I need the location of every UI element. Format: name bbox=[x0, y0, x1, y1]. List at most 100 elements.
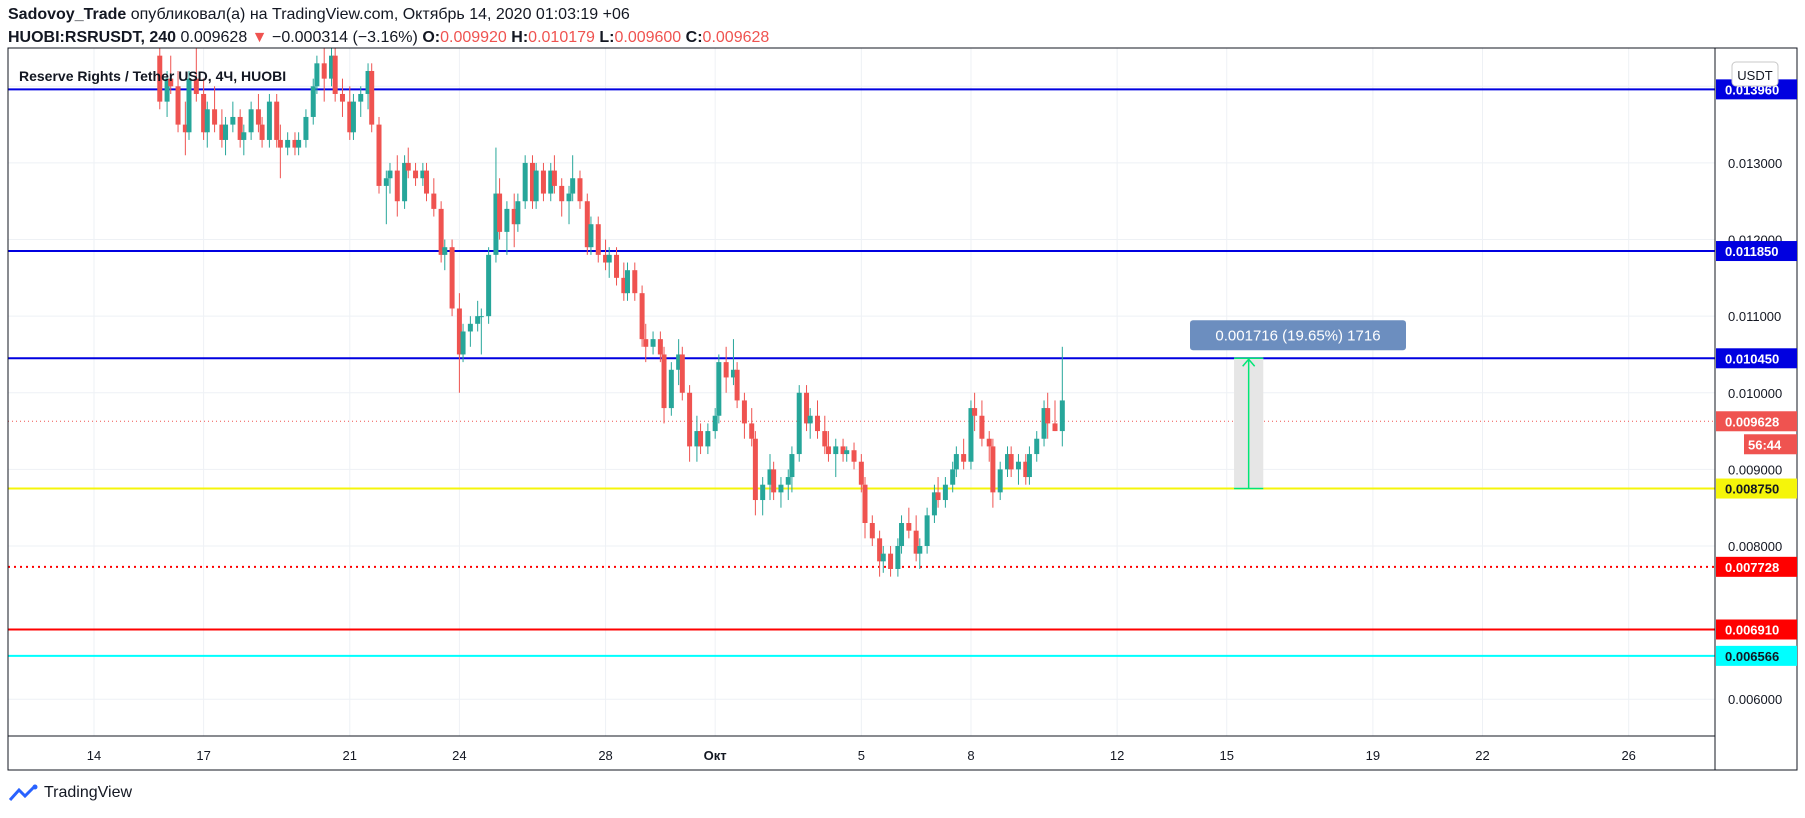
candle[interactable] bbox=[668, 362, 674, 416]
candle[interactable] bbox=[442, 239, 448, 271]
candle[interactable] bbox=[540, 162, 546, 202]
candle[interactable] bbox=[767, 454, 773, 501]
candle[interactable] bbox=[365, 63, 371, 110]
candle[interactable] bbox=[679, 346, 685, 401]
candle[interactable] bbox=[277, 124, 283, 179]
candle[interactable] bbox=[559, 178, 565, 217]
candle[interactable] bbox=[168, 55, 174, 94]
candle[interactable] bbox=[844, 446, 850, 462]
candle[interactable] bbox=[624, 262, 630, 301]
candle[interactable] bbox=[895, 538, 901, 577]
candle[interactable] bbox=[493, 147, 499, 263]
candle[interactable] bbox=[310, 78, 316, 125]
candle[interactable] bbox=[1052, 400, 1058, 432]
candle[interactable] bbox=[212, 86, 218, 133]
candle[interactable] bbox=[248, 101, 254, 140]
candle[interactable] bbox=[997, 461, 1003, 501]
candle[interactable] bbox=[712, 408, 718, 439]
time-axis[interactable]: 14 17 21 24 28 Окт 5 8 12 15 19 22 26 bbox=[87, 748, 1636, 763]
candle[interactable] bbox=[632, 262, 638, 301]
candle[interactable] bbox=[705, 423, 711, 455]
candle[interactable] bbox=[723, 346, 729, 393]
candle[interactable] bbox=[650, 331, 656, 355]
candle[interactable] bbox=[511, 193, 517, 248]
candle[interactable] bbox=[899, 515, 905, 554]
candle[interactable] bbox=[157, 48, 163, 110]
candle[interactable] bbox=[223, 116, 229, 156]
candle[interactable] bbox=[1034, 431, 1040, 462]
candle[interactable] bbox=[405, 147, 411, 179]
candle[interactable] bbox=[1045, 392, 1051, 439]
candle[interactable] bbox=[456, 293, 462, 393]
candle[interactable] bbox=[424, 162, 430, 202]
candle[interactable] bbox=[1005, 446, 1010, 478]
candle[interactable] bbox=[603, 239, 609, 271]
candle[interactable] bbox=[175, 70, 181, 133]
candle[interactable] bbox=[953, 446, 959, 478]
candle[interactable] bbox=[350, 93, 356, 140]
candle[interactable] bbox=[285, 132, 291, 156]
candle[interactable] bbox=[1023, 454, 1029, 485]
candle[interactable] bbox=[402, 155, 408, 209]
candle[interactable] bbox=[241, 124, 247, 156]
candle[interactable] bbox=[676, 339, 682, 386]
candle[interactable] bbox=[862, 477, 868, 539]
candle[interactable] bbox=[475, 300, 481, 332]
candle[interactable] bbox=[1041, 400, 1047, 447]
candle[interactable] bbox=[219, 109, 225, 148]
candle[interactable] bbox=[979, 400, 985, 447]
candle[interactable] bbox=[570, 155, 576, 202]
candle[interactable] bbox=[237, 109, 243, 148]
candle[interactable] bbox=[643, 323, 649, 363]
candle[interactable] bbox=[522, 155, 528, 209]
candle[interactable] bbox=[858, 454, 864, 493]
candle[interactable] bbox=[266, 93, 272, 148]
candle[interactable] bbox=[639, 285, 645, 347]
candle[interactable] bbox=[917, 538, 923, 569]
candle[interactable] bbox=[1008, 446, 1014, 478]
candle[interactable] bbox=[935, 477, 941, 508]
candle[interactable] bbox=[420, 162, 426, 186]
candle[interactable] bbox=[760, 477, 766, 516]
candle[interactable] bbox=[438, 201, 444, 263]
candle[interactable] bbox=[614, 247, 620, 286]
candle[interactable] bbox=[698, 423, 704, 455]
candle[interactable] bbox=[332, 48, 338, 102]
candle[interactable] bbox=[529, 155, 535, 209]
candle[interactable] bbox=[825, 431, 831, 462]
price-axis[interactable]: 0.006000 0.008000 0.009000 0.010000 0.011000… bbox=[1728, 79, 1782, 707]
candle[interactable] bbox=[486, 247, 492, 324]
candle[interactable] bbox=[347, 86, 353, 140]
candle[interactable] bbox=[460, 323, 466, 363]
candle[interactable] bbox=[292, 132, 298, 156]
candle[interactable] bbox=[657, 331, 663, 363]
candle[interactable] bbox=[785, 469, 791, 501]
candle[interactable] bbox=[164, 70, 170, 117]
candle[interactable] bbox=[274, 93, 280, 148]
candle[interactable] bbox=[694, 415, 700, 462]
candle[interactable] bbox=[182, 101, 188, 156]
candle[interactable] bbox=[1015, 454, 1021, 485]
candle[interactable] bbox=[1026, 446, 1032, 485]
candle[interactable] bbox=[431, 178, 437, 217]
candle[interactable] bbox=[796, 385, 802, 462]
candle[interactable] bbox=[497, 178, 503, 240]
candle[interactable] bbox=[968, 400, 974, 470]
candle[interactable] bbox=[504, 201, 510, 255]
candle[interactable] bbox=[329, 48, 335, 87]
candle[interactable] bbox=[515, 193, 521, 232]
candle[interactable] bbox=[339, 78, 345, 117]
candle[interactable] bbox=[588, 216, 594, 255]
candle[interactable] bbox=[734, 362, 740, 409]
candle[interactable] bbox=[771, 461, 777, 501]
candle[interactable] bbox=[204, 101, 210, 148]
candle[interactable] bbox=[906, 507, 912, 539]
candle[interactable] bbox=[533, 162, 539, 209]
candle[interactable] bbox=[741, 392, 747, 439]
candle[interactable] bbox=[807, 408, 813, 439]
candle[interactable] bbox=[358, 86, 364, 117]
candle[interactable] bbox=[730, 339, 736, 386]
candle[interactable] bbox=[833, 438, 839, 478]
candle[interactable] bbox=[880, 545, 886, 573]
currency-badge[interactable]: USDT bbox=[1731, 61, 1779, 87]
